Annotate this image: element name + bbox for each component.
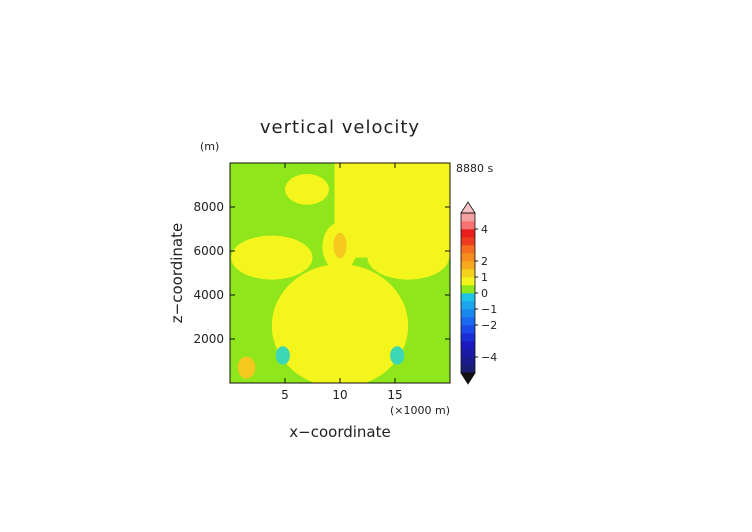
colorbar-swatch	[461, 333, 475, 342]
colorbar-swatch	[461, 245, 475, 254]
colorbar-label: 4	[481, 223, 488, 236]
contour-region	[275, 346, 290, 365]
axis-ticks: 5 10 15 2000 4000 6000 8000	[193, 163, 450, 402]
colorbar-swatch	[461, 253, 475, 262]
colorbar-label: −2	[481, 319, 497, 332]
contour-region	[231, 235, 313, 280]
colorbar-under-triangle	[460, 372, 476, 385]
contour-region	[421, 180, 448, 221]
contour-region	[390, 346, 405, 365]
colorbar-swatch	[461, 301, 475, 310]
contour-region	[333, 232, 347, 259]
colorbar-label: 2	[481, 255, 488, 268]
colorbar-label: 0	[481, 287, 488, 300]
colorbar-label: −1	[481, 303, 497, 316]
colorbar-swatch	[461, 293, 475, 302]
plot-area	[229, 162, 451, 384]
colorbar: 4 2 1 0 −1 −2 −4	[460, 201, 497, 385]
x-tick-label: 15	[387, 388, 402, 402]
chart-title: vertical velocity	[260, 117, 420, 138]
colorbar-swatch	[461, 309, 475, 318]
contour-region	[271, 264, 409, 383]
contour-region	[285, 174, 329, 205]
colorbar-label: −4	[481, 351, 497, 364]
y-tick-label: 4000	[193, 288, 224, 302]
x-tick-label: 10	[332, 388, 347, 402]
colorbar-swatch	[461, 341, 475, 350]
contour-region	[351, 174, 395, 205]
colorbar-label: 1	[481, 271, 488, 284]
colorbar-swatch	[461, 229, 475, 238]
x-unit-label: (×1000 m)	[390, 404, 450, 417]
colorbar-swatch	[461, 237, 475, 246]
colorbar-swatch	[461, 357, 475, 366]
colorbar-swatch	[461, 269, 475, 278]
colorbar-swatch	[461, 221, 475, 230]
colorbar-swatch	[461, 349, 475, 358]
colorbar-swatch	[461, 261, 475, 270]
time-label: 8880 s	[456, 162, 493, 175]
y-tick-label: 6000	[193, 244, 224, 258]
colorbar-swatch	[461, 317, 475, 326]
x-axis-label: x−coordinate	[289, 423, 390, 441]
y-tick-label: 8000	[193, 200, 224, 214]
colorbar-over-triangle	[460, 201, 476, 214]
contour-region	[367, 235, 449, 280]
colorbar-swatch	[461, 325, 475, 334]
colorbar-swatch	[461, 213, 475, 222]
colorbar-swatch	[461, 277, 475, 286]
y-tick-label: 2000	[193, 332, 224, 346]
x-tick-label: 5	[281, 388, 289, 402]
colorbar-swatch	[461, 285, 475, 294]
y-axis-label: z−coordinate	[168, 223, 186, 323]
y-unit-label: (m)	[200, 140, 219, 153]
colorbar-swatch	[461, 365, 475, 374]
contour-region	[237, 356, 256, 379]
